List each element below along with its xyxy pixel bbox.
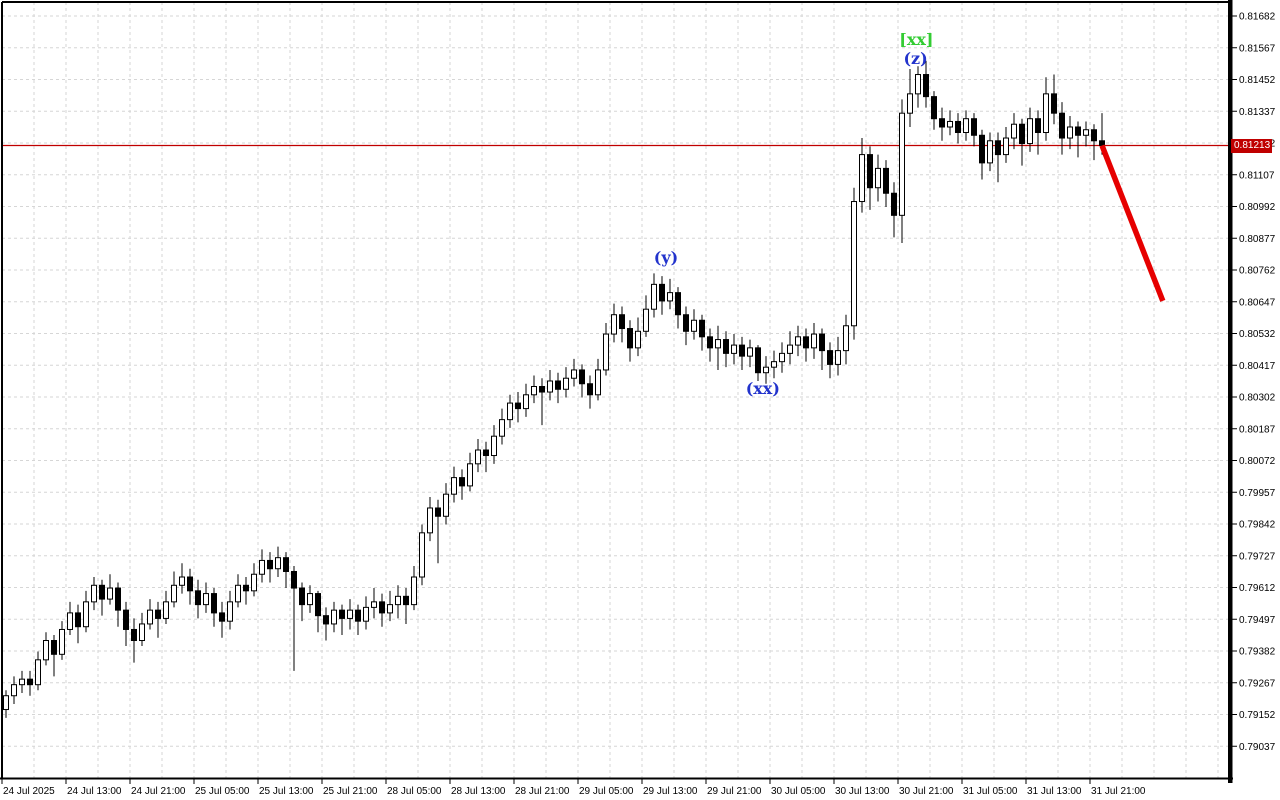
- price-tick-label: 0.79957: [1239, 488, 1276, 499]
- price-tick-label: 0.79497: [1239, 615, 1276, 626]
- price-tick-label: 0.79842: [1239, 520, 1276, 531]
- wave-label-xx[interactable]: (xx): [745, 378, 780, 398]
- price-tick-label: 0.80877: [1239, 234, 1276, 245]
- price-tick-label: 0.79382: [1239, 647, 1276, 658]
- time-tick-label: 25 Jul 21:00: [323, 786, 378, 797]
- time-tick-label: 31 Jul 13:00: [1027, 786, 1082, 797]
- price-tick-label: 0.81337: [1239, 107, 1276, 118]
- wave-label-z[interactable]: (z): [903, 49, 928, 69]
- time-tick-label: 28 Jul 21:00: [515, 786, 570, 797]
- time-tick-label: 29 Jul 13:00: [643, 786, 698, 797]
- price-tick-label: 0.79612: [1239, 583, 1276, 594]
- time-tick-label: 28 Jul 05:00: [387, 786, 442, 797]
- price-tick-label: 0.80187: [1239, 424, 1276, 435]
- wave-label-xx-bracket[interactable]: [xx]: [899, 30, 934, 50]
- price-tick-label: 0.81682: [1239, 12, 1276, 23]
- chart-frame: [0, 1, 1233, 780]
- time-tick-label: 29 Jul 05:00: [579, 786, 634, 797]
- time-tick-label: 28 Jul 13:00: [451, 786, 506, 797]
- time-tick-label: 30 Jul 05:00: [771, 786, 826, 797]
- price-tick-label: 0.80532: [1239, 329, 1276, 340]
- price-tick-label: 0.80992: [1239, 202, 1276, 213]
- price-tick-label: 0.79037: [1239, 742, 1276, 753]
- price-tick-label: 0.80762: [1239, 266, 1276, 277]
- price-tick-label: 0.79267: [1239, 678, 1276, 689]
- price-tick-label: 0.79152: [1239, 710, 1276, 721]
- price-tick-label: 0.79727: [1239, 551, 1276, 562]
- price-tick-label: 0.81567: [1239, 43, 1276, 54]
- wave-label-y[interactable]: (y): [653, 248, 679, 268]
- time-tick-label: 24 Jul 2025: [3, 786, 55, 797]
- price-tick-label: 0.80647: [1239, 297, 1276, 308]
- time-tick-label: 29 Jul 21:00: [707, 786, 762, 797]
- grid: [2, 2, 1228, 778]
- price-tick-label: 0.80417: [1239, 361, 1276, 372]
- price-axis[interactable]: 0.816820.815670.814520.813370.812220.811…: [1228, 0, 1276, 783]
- candlesticks: [3, 60, 1105, 718]
- time-tick-label: 24 Jul 21:00: [131, 786, 186, 797]
- time-axis[interactable]: 24 Jul 2025 24 Jul 13:00 24 Jul 21:00 25 Ju…: [1, 779, 1146, 798]
- time-tick-label: 24 Jul 13:00: [67, 786, 122, 797]
- price-tick-label: 0.80072: [1239, 456, 1276, 467]
- price-tag: 0.81213: [1231, 139, 1272, 153]
- time-tick-label: 30 Jul 21:00: [899, 786, 954, 797]
- time-tick-label: 31 Jul 21:00: [1091, 786, 1146, 797]
- trend-line[interactable]: [1099, 144, 1166, 302]
- time-tick-label: 25 Jul 05:00: [195, 786, 250, 797]
- time-tick-label: 31 Jul 05:00: [963, 786, 1018, 797]
- time-tick-label: 25 Jul 13:00: [259, 786, 314, 797]
- price-tick-label: 0.81452: [1239, 75, 1276, 86]
- price-tick-label: 0.81107: [1239, 170, 1275, 181]
- time-tick-label: 30 Jul 13:00: [835, 786, 890, 797]
- price-tick-label: 0.80302: [1239, 393, 1276, 404]
